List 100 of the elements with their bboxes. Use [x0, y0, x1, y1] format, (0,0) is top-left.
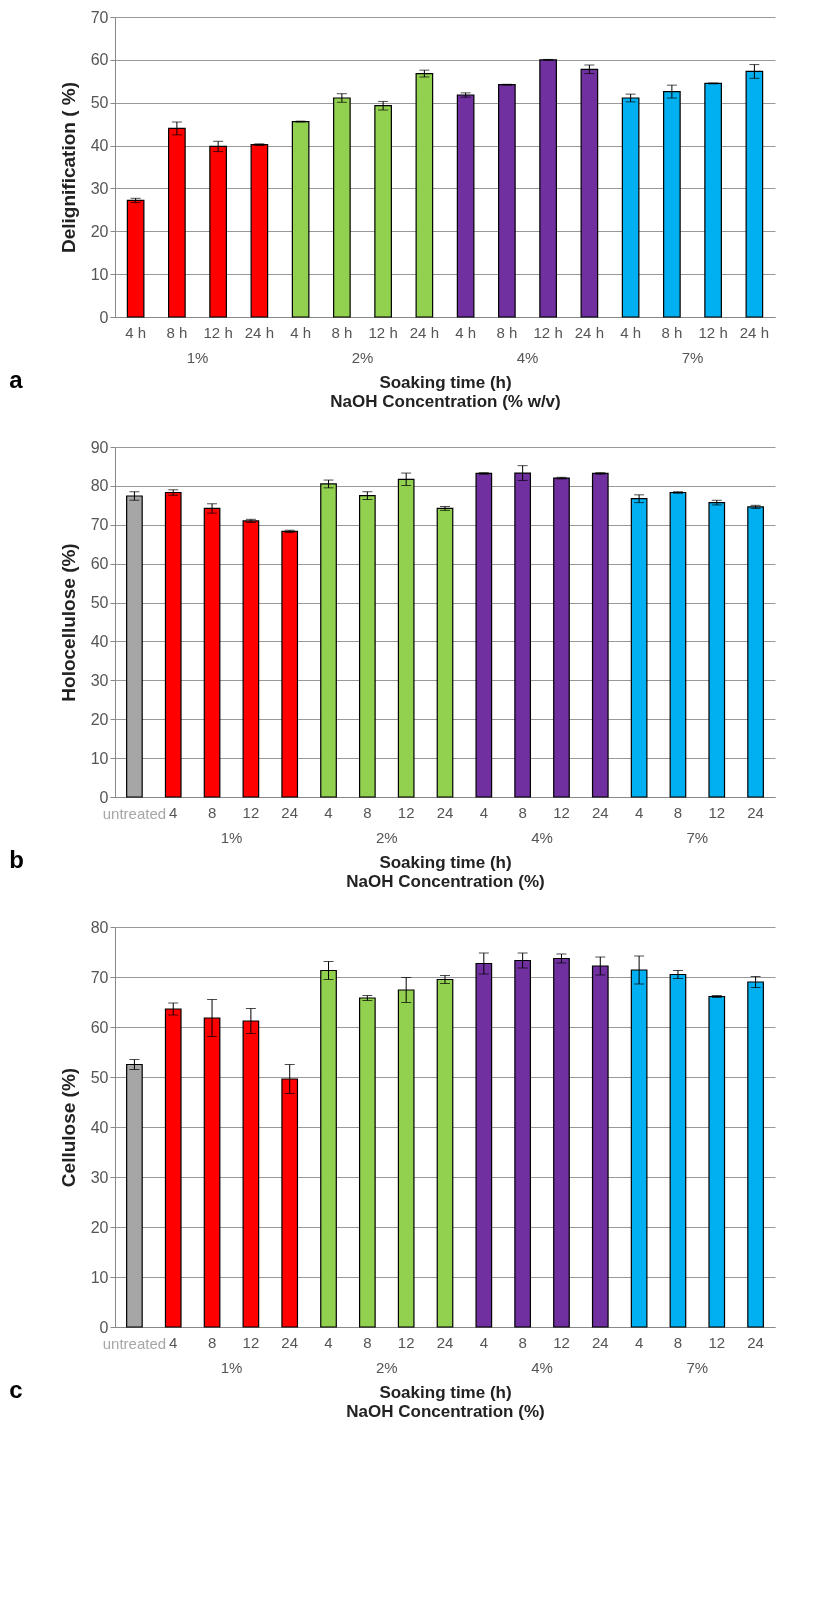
y-tick-label: 0	[99, 1318, 109, 1336]
y-tick-label: 30	[90, 179, 109, 197]
x-tick-label: 4	[169, 803, 178, 821]
bar	[209, 145, 227, 318]
text: 7%	[686, 1359, 709, 1376]
bar	[475, 472, 493, 798]
bar	[126, 1063, 143, 1328]
y-tick-label: 0	[99, 788, 109, 806]
bar	[358, 997, 376, 1328]
y-tick-label: 0	[99, 308, 109, 326]
bar	[436, 978, 454, 1328]
x-tick-label: 8	[363, 803, 372, 821]
bar	[747, 506, 764, 798]
x-tick-label: 8 h	[166, 323, 188, 341]
text: 7%	[681, 349, 704, 366]
x-tick-label: 12	[397, 1333, 415, 1351]
bar	[436, 507, 454, 798]
text: 1%	[186, 349, 209, 366]
x-tick-label: 12 h	[368, 323, 398, 341]
y-tick-label: 70	[90, 516, 109, 534]
x-tick-label: 24	[281, 803, 299, 821]
bar	[242, 520, 260, 798]
x-tick-label: 12	[242, 1333, 260, 1351]
bar	[291, 120, 310, 318]
text: 2%	[375, 829, 398, 846]
y-tick-label: 90	[90, 438, 109, 456]
y-tick-label: 50	[90, 94, 109, 112]
bar	[164, 491, 182, 798]
series-label: untreated	[102, 1335, 167, 1352]
text: 4%	[516, 349, 539, 366]
x-tick-label: 24	[747, 1333, 764, 1351]
y-tick-label: 20	[90, 222, 109, 240]
y-axis-title: Cellulose (%)	[57, 1067, 79, 1188]
x-tick-label: 8 h	[661, 323, 683, 341]
x-tick-label: 12 h	[533, 323, 563, 341]
x-tick-label: 12 h	[698, 323, 728, 341]
text: 2%	[351, 349, 374, 366]
bar	[250, 144, 269, 318]
bar	[553, 477, 570, 798]
bar	[591, 472, 609, 798]
x-tick-label: 24 h	[739, 323, 769, 341]
x-tick-label: 12	[242, 803, 260, 821]
text: NaOH Concentration (% w/v)	[330, 391, 561, 411]
series-label: untreated	[102, 805, 167, 822]
x-tick-label: 8 h	[496, 323, 518, 341]
x-tick-label: 12	[708, 1333, 726, 1351]
y-tick-label: 30	[90, 671, 109, 689]
x-tick-label: 8	[207, 803, 217, 821]
text: 2%	[375, 1359, 398, 1376]
x-tick-label: 4	[479, 803, 488, 821]
y-tick-label: 10	[90, 749, 109, 767]
x-tick-label: 4	[634, 1333, 644, 1351]
x-axis-title: Soaking time (h)	[379, 1382, 512, 1402]
x-tick-label: 24 h	[244, 323, 274, 341]
x-tick-label: 4 h	[455, 323, 477, 341]
x-tick-label: 8	[518, 1333, 527, 1351]
y-tick-label: 60	[90, 1018, 109, 1036]
bar	[669, 973, 687, 1328]
x-tick-label: 24	[591, 1333, 609, 1351]
x-tick-label: 4 h	[620, 323, 642, 341]
x-tick-label: 24 h	[409, 323, 439, 341]
x-tick-label: 8	[673, 1333, 683, 1351]
text: NaOH Concentration (%)	[346, 871, 545, 891]
text: 4%	[531, 1359, 553, 1376]
x-axis-title: Soaking time (h)	[379, 852, 512, 872]
text: 1%	[220, 829, 243, 846]
text: 1%	[220, 1359, 243, 1376]
x-tick-label: 24	[591, 803, 609, 821]
y-tick-label: 10	[90, 265, 109, 283]
bar	[747, 981, 764, 1328]
y-tick-label: 10	[90, 1268, 109, 1286]
y-tick-label: 60	[90, 555, 109, 573]
y-axis-title: Holocellulose (%)	[57, 543, 79, 702]
y-tick-label: 40	[90, 1118, 109, 1136]
x-tick-label: 24	[747, 803, 764, 821]
x-tick-label: 8	[207, 1333, 217, 1351]
text: b	[9, 846, 24, 873]
x-axis-title: Soaking time (h)	[379, 372, 512, 392]
text: a	[9, 366, 24, 393]
bar	[708, 995, 726, 1328]
x-tick-label: 12	[553, 1333, 570, 1351]
y-tick-label: 70	[90, 8, 109, 26]
bar	[704, 82, 722, 318]
x-tick-label: 12	[553, 803, 570, 821]
y-tick-label: 40	[90, 137, 109, 155]
x-tick-label: 24	[281, 1333, 299, 1351]
x-tick-label: 4 h	[125, 323, 147, 341]
y-tick-label: 20	[90, 1218, 109, 1236]
x-tick-label: 8	[518, 803, 527, 821]
x-tick-label: 8 h	[331, 323, 353, 341]
bar	[374, 105, 392, 318]
y-axis-title: Delignification ( %)	[57, 82, 79, 253]
y-tick-label: 60	[90, 51, 109, 69]
x-tick-label: 24	[436, 803, 454, 821]
bar	[498, 84, 516, 318]
x-tick-label: 4	[324, 803, 333, 821]
y-tick-label: 30	[90, 1168, 109, 1186]
x-tick-label: 4	[169, 1333, 178, 1351]
x-tick-label: 4 h	[290, 323, 312, 341]
text: c	[9, 1376, 23, 1403]
